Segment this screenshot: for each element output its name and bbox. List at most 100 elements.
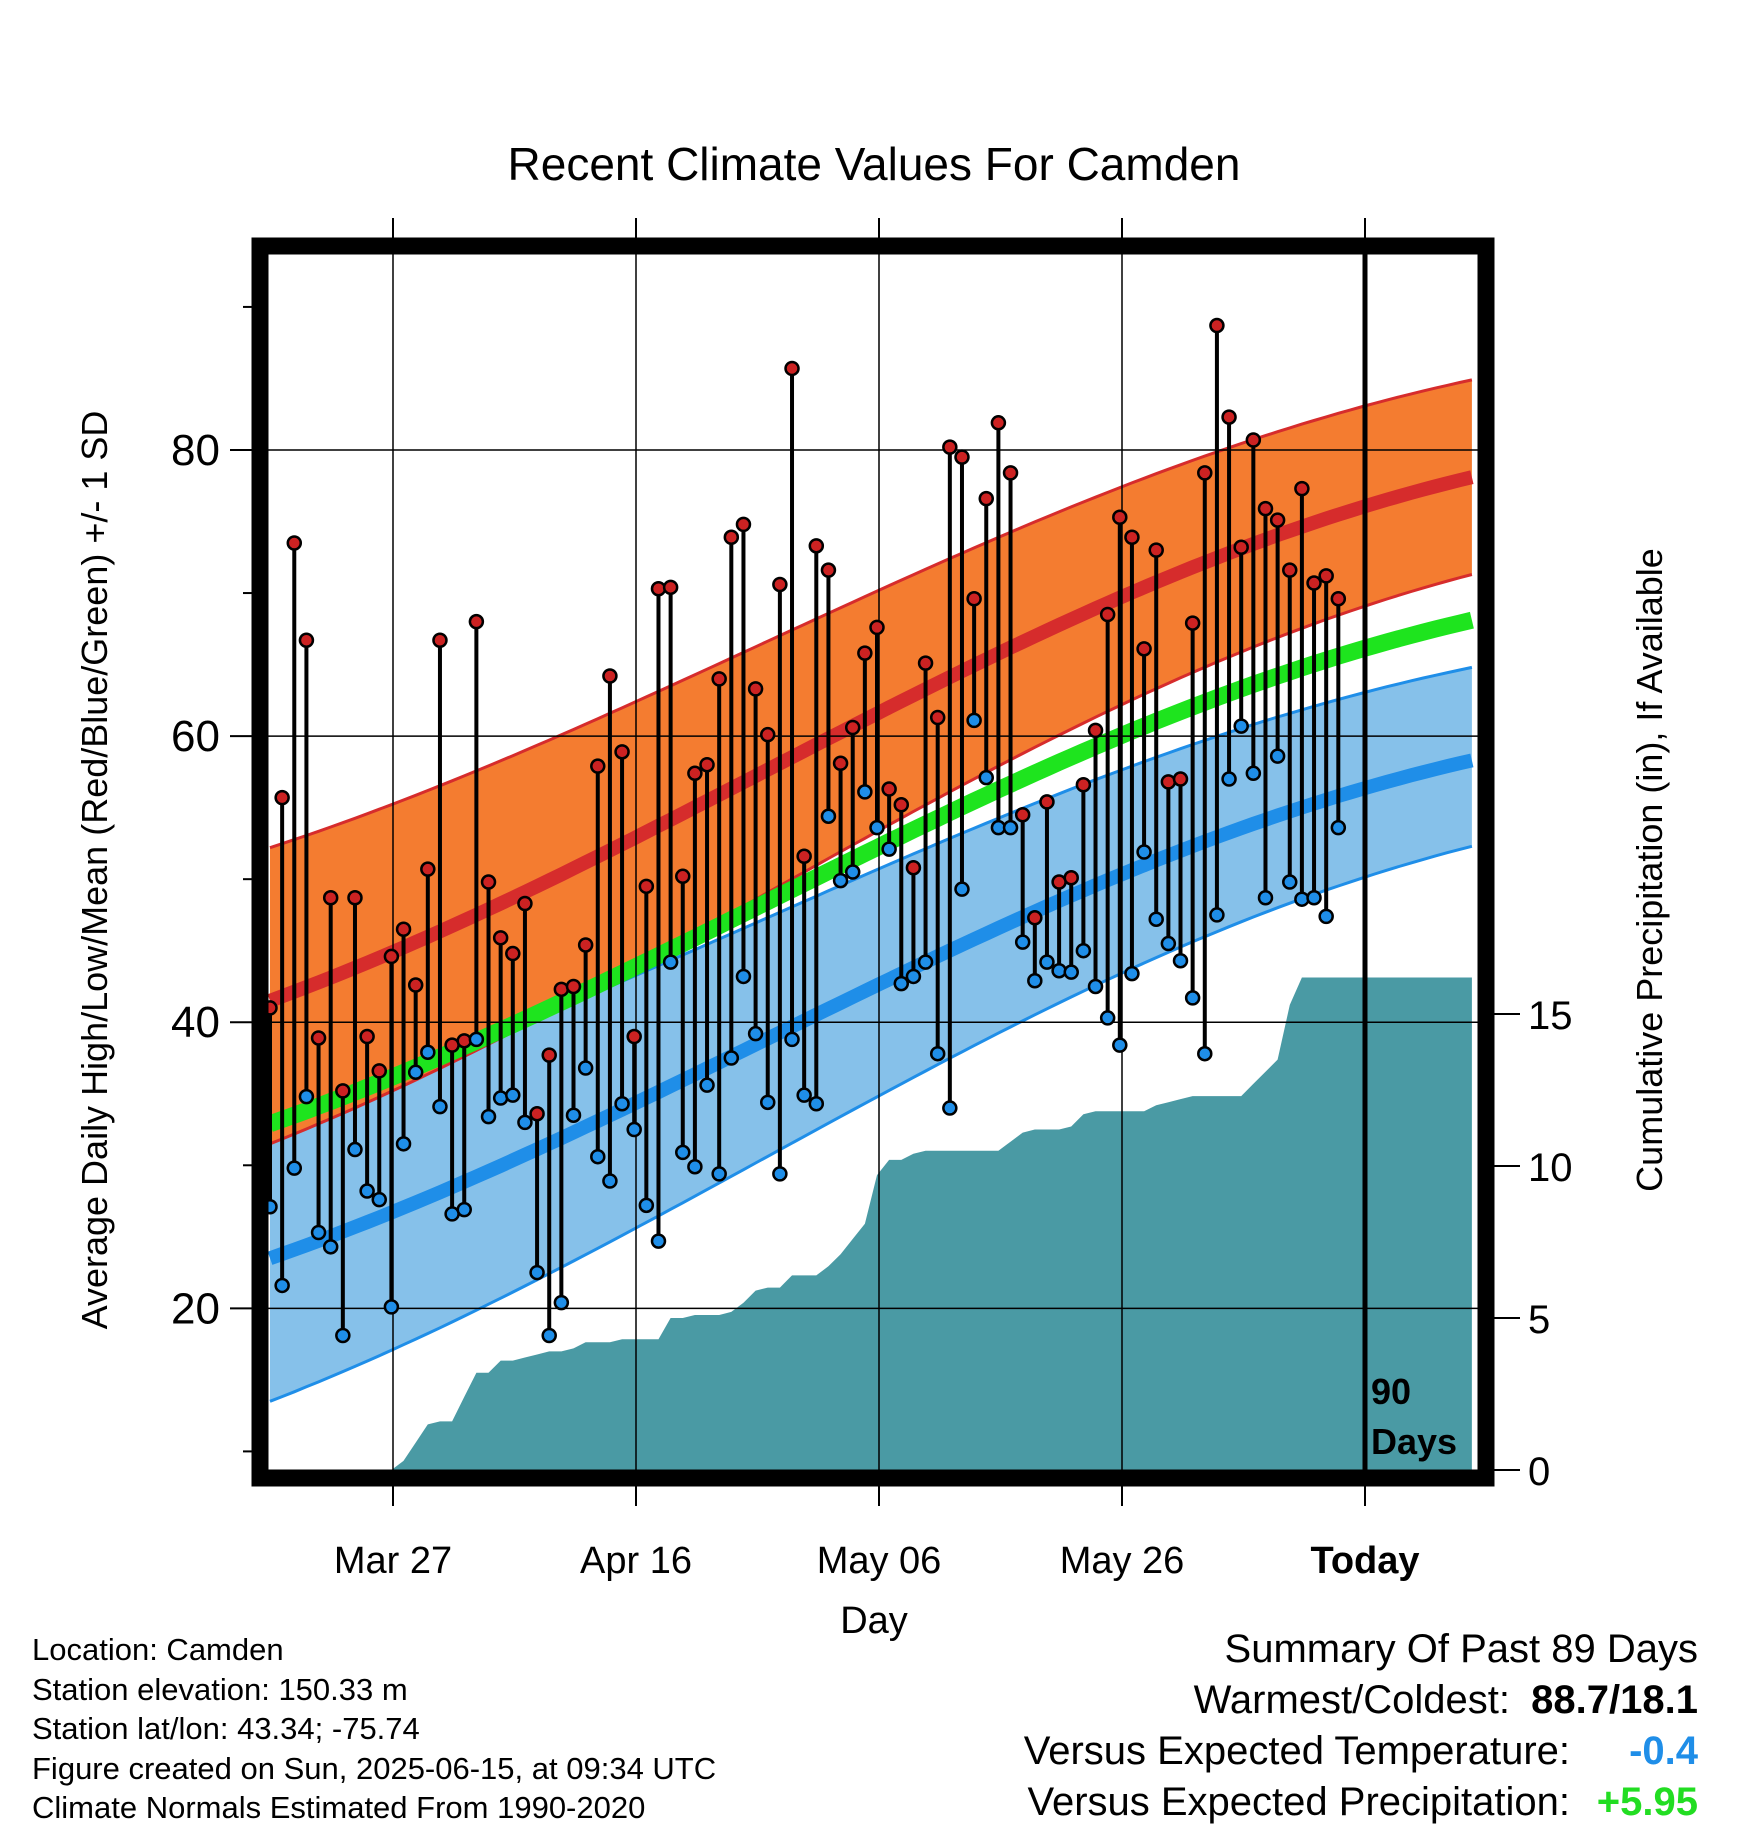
high-point	[1257, 500, 1274, 517]
high-point	[759, 726, 776, 743]
y-tick-label: 40	[171, 998, 220, 1047]
high-point	[1124, 529, 1140, 546]
low-point	[808, 1096, 825, 1112]
high-point	[1172, 771, 1189, 787]
low-point	[371, 1191, 388, 1208]
high-point	[541, 1047, 557, 1063]
x-tick-label: Mar 27	[334, 1540, 452, 1582]
low-point	[1148, 911, 1164, 927]
low-point	[1172, 952, 1189, 969]
high-point	[505, 945, 521, 962]
y2-tick-label: 0	[1528, 1450, 1550, 1494]
low-point	[432, 1098, 448, 1115]
low-point	[978, 769, 995, 786]
high-point	[699, 756, 715, 773]
low-point	[796, 1087, 812, 1103]
high-point	[784, 360, 800, 377]
high-point	[420, 861, 436, 877]
low-point	[1318, 908, 1334, 925]
high-point	[881, 781, 897, 797]
high-point	[1233, 539, 1249, 556]
y-tick-label: 20	[171, 1284, 220, 1333]
low-point	[505, 1087, 521, 1103]
high-point	[577, 937, 594, 953]
precip-label: Versus Expected Precipitation:	[1027, 1780, 1570, 1824]
high-point	[492, 930, 509, 946]
low-point	[1282, 874, 1298, 890]
low-point	[1269, 748, 1286, 764]
normals-text: Climate Normals Estimated From 1990-2020	[32, 1790, 646, 1825]
high-point	[1002, 465, 1019, 481]
high-point	[1063, 869, 1079, 886]
x-axis-label: Day	[840, 1600, 908, 1642]
low-point	[1124, 965, 1140, 982]
low-point	[881, 841, 897, 857]
low-point	[675, 1144, 691, 1161]
high-point	[954, 449, 970, 465]
low-point	[1330, 819, 1347, 836]
low-point	[1257, 890, 1274, 906]
high-point	[468, 613, 485, 630]
high-point	[1209, 317, 1225, 334]
low-point	[407, 1064, 424, 1081]
warmest-value: 88.7/18.1	[1531, 1678, 1698, 1722]
high-point	[286, 535, 303, 551]
low-point	[832, 872, 849, 889]
y-tick-label: 80	[171, 426, 220, 475]
low-point	[529, 1264, 545, 1281]
created-text: Figure created on Sun, 2025-06-15, at 09…	[32, 1750, 717, 1786]
high-point	[808, 538, 825, 554]
low-point	[310, 1224, 327, 1241]
y-axis-label: Average Daily High/Low/Mean (Red/Blue/Gr…	[74, 411, 115, 1330]
x-tick-label: Apr 16	[580, 1540, 692, 1582]
high-point	[268, 1000, 278, 1016]
high-point	[626, 1028, 642, 1045]
low-point	[602, 1173, 618, 1189]
low-point	[1245, 765, 1262, 782]
high-point	[857, 645, 873, 661]
high-point	[796, 848, 812, 865]
y2-tick-label: 15	[1528, 994, 1573, 1038]
high-point	[1136, 641, 1152, 657]
low-point	[420, 1044, 436, 1061]
high-point	[602, 668, 618, 684]
plot-area: 90 Days 20 40 60 80 0 5 10 15 Mar 27 Apr 16 May 06 Ma…	[171, 218, 1573, 1582]
low-point	[577, 1060, 594, 1076]
high-point	[1148, 542, 1164, 558]
low-point	[942, 1100, 958, 1116]
low-point	[359, 1183, 375, 1199]
low-point	[1160, 935, 1177, 952]
high-point	[1099, 606, 1116, 623]
low-point	[1306, 890, 1322, 906]
low-point	[395, 1136, 412, 1152]
low-point	[274, 1277, 290, 1294]
high-point	[929, 709, 946, 726]
high-point	[517, 895, 533, 912]
high-point	[869, 619, 885, 636]
low-point	[1136, 844, 1152, 860]
low-point	[298, 1088, 315, 1105]
high-mean-line	[268, 470, 1474, 1008]
high-point	[1318, 568, 1334, 584]
low-point	[699, 1077, 715, 1093]
latlon-text: Station lat/lon: 43.34; -75.74	[32, 1711, 420, 1746]
low-point	[1099, 1010, 1116, 1026]
summary-heading: Summary Of Past 89 Days	[1224, 1627, 1698, 1671]
low-point	[1039, 954, 1055, 970]
high-point	[298, 632, 315, 649]
plot-layers	[268, 254, 1478, 1470]
low-point	[383, 1299, 400, 1315]
y2-axis-label: Cumulative Precipitation (in), If Availa…	[1629, 548, 1670, 1192]
high-point	[1330, 591, 1347, 607]
low-point	[917, 954, 934, 970]
high-point	[395, 921, 412, 937]
x-tick-label: May 26	[1060, 1540, 1185, 1582]
low-point	[468, 1031, 485, 1048]
low-point	[541, 1327, 557, 1344]
low-point	[590, 1148, 606, 1165]
low-point	[268, 1199, 278, 1215]
high-point	[905, 859, 922, 876]
high-band-upper-edge	[269, 378, 1473, 850]
high-point	[347, 890, 363, 906]
low-point	[1002, 819, 1019, 836]
